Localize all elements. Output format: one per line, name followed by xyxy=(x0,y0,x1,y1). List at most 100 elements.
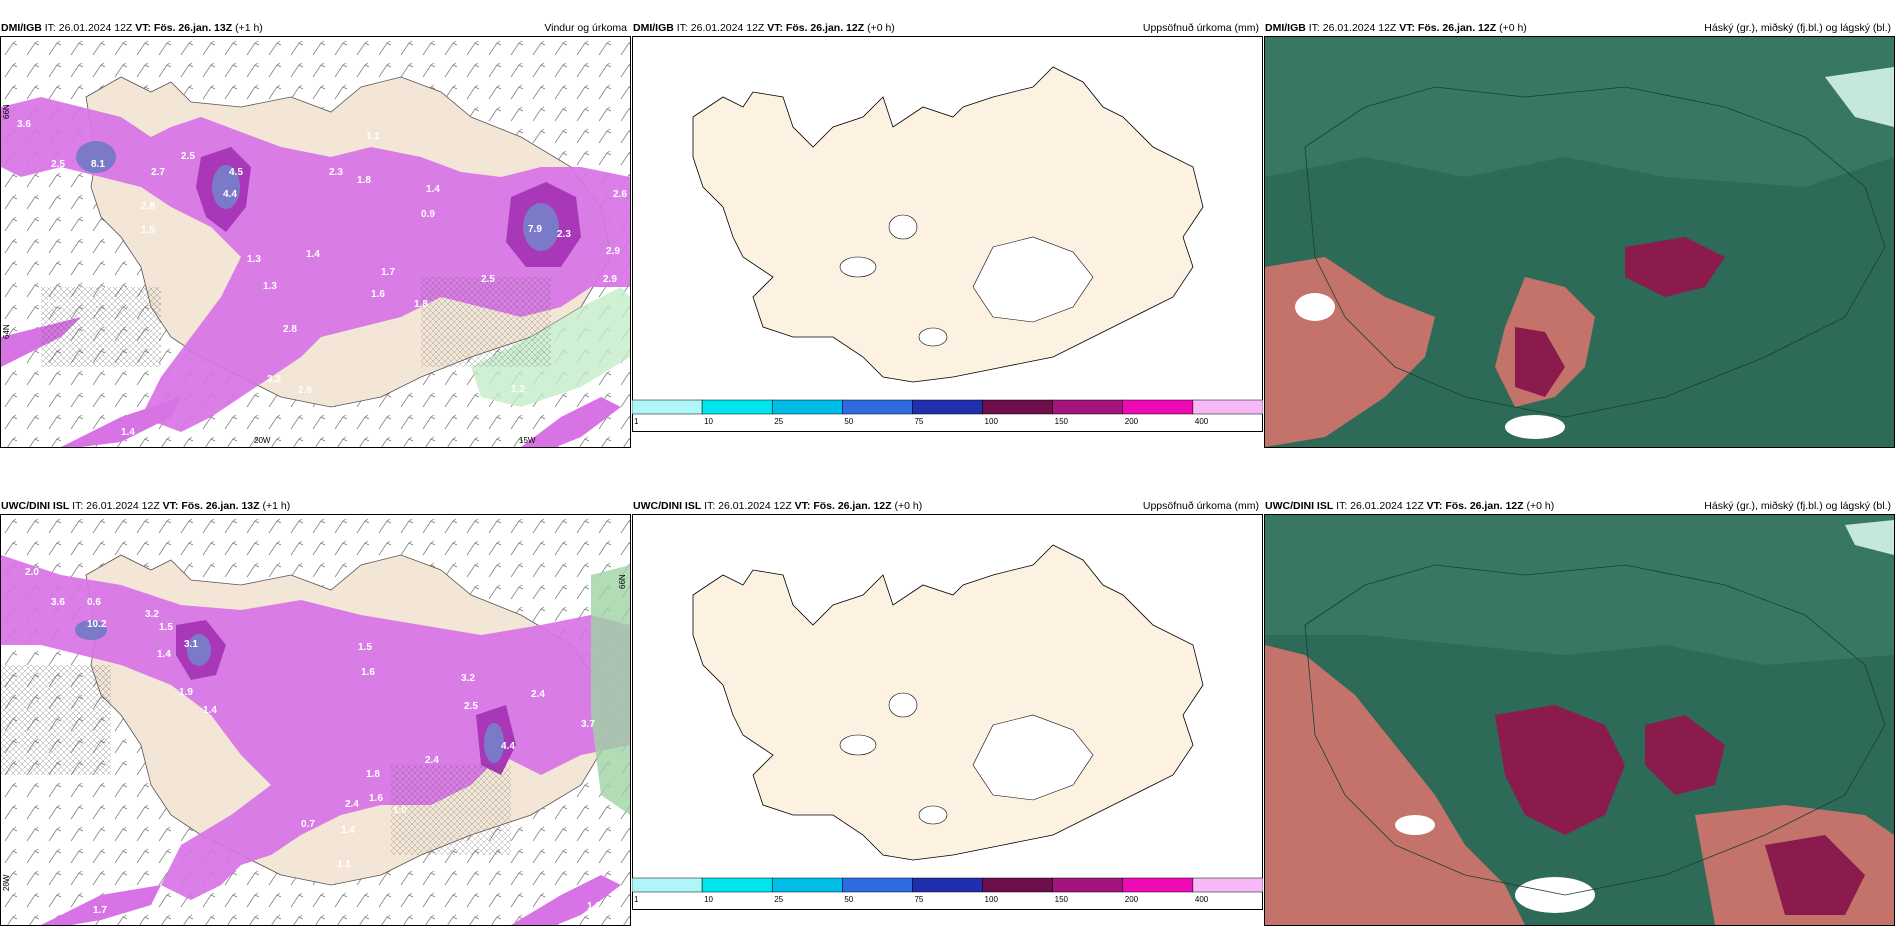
panel-title: Háský (gr.), miðský (fj.bl.) og lágský (… xyxy=(1704,500,1891,512)
precip-label: 3.6 xyxy=(17,119,31,130)
lead-time: (+0 h) xyxy=(1499,22,1527,34)
source-label: DMI/IGB xyxy=(1,22,42,34)
glacier-langjokull xyxy=(888,692,918,718)
precip-label: 2.4 xyxy=(345,799,359,810)
wind-precip-map[interactable]: 2.5 3.6 8.1 2.7 2.5 4.5 4.4 2.8 1.5 1.3 … xyxy=(0,36,631,448)
precip-label: 1.5 xyxy=(159,622,173,633)
glacier-hofsjokull xyxy=(839,256,877,278)
coast-outline xyxy=(1304,86,1886,418)
source-label: UWC/DINI ISL xyxy=(633,500,702,512)
colorbar-swatch xyxy=(771,399,843,415)
precip-label: 2.5 xyxy=(51,159,65,170)
valid-time: VT: Fös. 26.jan. 12Z xyxy=(794,500,892,512)
high-cloud-ne xyxy=(1825,67,1894,127)
precip-label: 1.4 xyxy=(157,649,171,660)
precip-label: 0.6 xyxy=(87,597,101,608)
precip-label: 0.5 xyxy=(391,871,405,882)
coast-outline xyxy=(1304,564,1886,896)
precip-label: 1.8 xyxy=(414,299,428,310)
lon-label: 20W xyxy=(254,436,271,445)
accum-precip-map[interactable] xyxy=(632,36,1263,432)
precip-label: 0.7 xyxy=(301,819,315,830)
precip-label: 1.5 xyxy=(358,642,372,653)
valid-time: VT: Fös. 26.jan. 13Z xyxy=(135,22,233,34)
colorbar-tick: 25 xyxy=(774,417,783,426)
init-time: IT: 26.01.2024 12Z xyxy=(44,22,133,34)
colorbar-tick: 150 xyxy=(1055,895,1069,904)
lead-time: (+0 h) xyxy=(1526,500,1555,512)
precip-label: 1.4 xyxy=(426,184,440,195)
precip-label: 2.9 xyxy=(603,274,617,285)
precip-max xyxy=(484,723,504,763)
clear-patch xyxy=(1395,815,1435,835)
colorbar-tick: 25 xyxy=(774,895,783,904)
precip-label: 7.9 xyxy=(528,224,542,235)
init-time: IT: 26.01.2024 12Z xyxy=(676,22,765,34)
map-canvas xyxy=(633,37,1262,431)
precip-label: 3.1 xyxy=(184,639,198,650)
colorbar-swatch xyxy=(982,399,1053,415)
colorbar-tick: 10 xyxy=(704,417,713,426)
lon-label: 15W xyxy=(519,436,536,445)
colorbar-canvas: 1 10 25 50 75 100 150 200 400 xyxy=(632,877,1263,904)
colorbar-tick: 100 xyxy=(985,417,999,426)
colorbar-swatch xyxy=(1052,877,1124,893)
colorbar-swatch xyxy=(1122,399,1194,415)
lon-label: 20W xyxy=(2,874,11,891)
glacier-myrdalsjokull xyxy=(918,805,948,825)
panel-accum-precip-uwc: UWC/DINI ISL IT: 26.01.2024 12Z VT: Fös.… xyxy=(632,478,1263,930)
precip-label: 2.6 xyxy=(613,189,627,200)
colorbar-tick: 75 xyxy=(914,417,923,426)
colorbar-swatch xyxy=(632,877,703,893)
precip-label: 3.2 xyxy=(461,673,475,684)
accum-precip-map[interactable] xyxy=(632,514,1263,910)
colorbar-tick: 200 xyxy=(1125,895,1139,904)
high-cloud-center xyxy=(1625,237,1725,297)
colorbar-swatch xyxy=(912,877,983,893)
precip-max xyxy=(187,634,211,666)
precip-streak-se xyxy=(521,397,621,447)
wind-precip-map[interactable]: 2.0 3.6 0.6 10.2 3.2 1.5 1.4 3.1 1.9 1.4… xyxy=(0,514,631,926)
high-cloud-center xyxy=(1495,705,1625,835)
colorbar-swatch xyxy=(701,877,773,893)
precip-label: 1.4 xyxy=(203,705,217,716)
clear-patch xyxy=(1515,877,1595,913)
high-cloud-se xyxy=(1765,835,1865,915)
precip-label: 10.2 xyxy=(87,619,107,630)
init-time: IT: 26.01.2024 12Z xyxy=(1336,500,1424,512)
precip-streak-s xyxy=(61,397,181,447)
colorbar-swatch xyxy=(912,399,983,415)
precip-label: 1.7 xyxy=(381,267,395,278)
cloud-cover-map[interactable] xyxy=(1264,514,1895,926)
precip-label: 3.2 xyxy=(267,374,281,385)
precip-label: 2.0 xyxy=(25,567,39,578)
valid-time: VT: Fös. 26.jan. 13Z xyxy=(162,500,260,512)
mid-cloud-patch xyxy=(1265,515,1894,665)
precip-label: 2.4 xyxy=(531,689,545,700)
precip-label: 2.5 xyxy=(481,274,495,285)
colorbar-swatch xyxy=(842,877,913,893)
precip-label: 1.1 xyxy=(337,859,351,870)
precip-label: 3.7 xyxy=(581,719,595,730)
lat-label: 66N xyxy=(2,104,11,119)
glacier-vatnajokull xyxy=(972,714,1094,801)
lead-time: (+1 h) xyxy=(262,500,291,512)
lat-label: 64N xyxy=(2,324,11,339)
precip-label: 2.8 xyxy=(141,201,155,212)
source-label: DMI/IGB xyxy=(633,22,674,34)
cloud-cover-map[interactable] xyxy=(1264,36,1895,448)
panel-accum-precip-dmi: DMI/IGB IT: 26.01.2024 12Z VT: Fös. 26.j… xyxy=(632,0,1263,452)
precip-label: 1.8 xyxy=(366,769,380,780)
precip-label: 1.4 xyxy=(341,825,355,836)
precip-label: 4.4 xyxy=(223,189,237,200)
colorbar-swatch xyxy=(1192,877,1263,893)
panel-title: Uppsöfnuð úrkoma (mm) xyxy=(1142,22,1259,34)
precip-label: 1.6 xyxy=(371,289,385,300)
colorbar-tick: 50 xyxy=(844,417,853,426)
init-time: IT: 26.01.2024 12Z xyxy=(1308,22,1397,34)
precip-label: 8.1 xyxy=(91,159,105,170)
map-canvas xyxy=(1265,515,1894,925)
precip-label: 2.8 xyxy=(283,324,297,335)
panel-wind-precip-uwc: UWC/DINI ISL IT: 26.01.2024 12Z VT: Fös.… xyxy=(0,478,631,930)
precip-label: 2.6 xyxy=(298,385,312,396)
